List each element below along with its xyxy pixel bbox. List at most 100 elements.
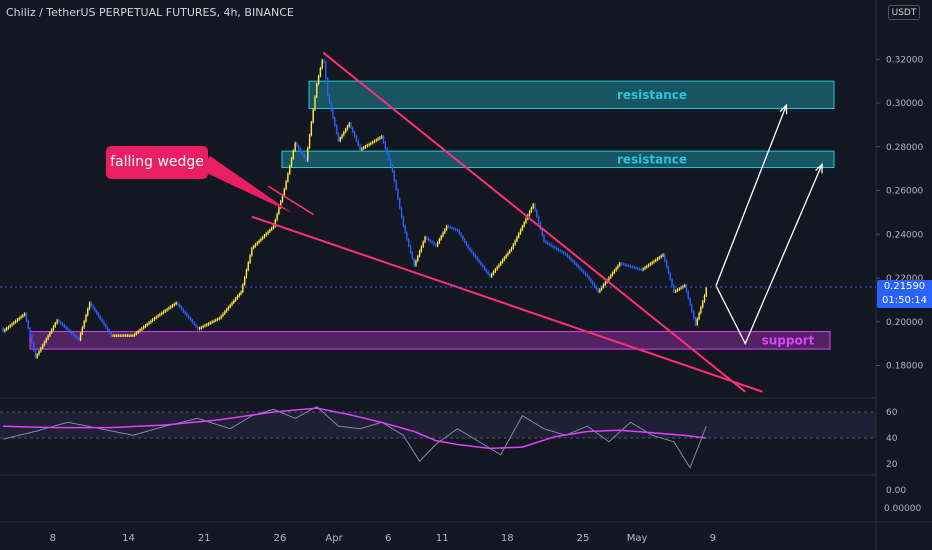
candle-body [218,318,221,320]
candle-body [644,267,646,269]
support-label: support [762,333,815,347]
candle-body [211,321,213,323]
candle-body [619,263,621,266]
candle-body [148,322,150,324]
candle-body [233,300,235,303]
candle-body [79,333,82,340]
price-tick-label: 0.22000 [886,274,923,284]
candle-body [326,78,329,95]
candle-body [610,275,612,278]
candle-body [371,141,374,144]
candle-body [642,268,644,270]
candle-body [453,228,455,230]
candle-body [216,318,219,320]
candle-body [465,242,468,246]
candle-body [168,307,170,310]
candle-body [103,321,105,325]
candle-body [45,338,47,342]
candle-body [386,148,388,154]
rsi-tick-label: 0.00 [886,486,906,496]
candle-body [548,243,551,245]
candle-body [157,315,159,317]
candle-body [402,217,405,227]
rsi-ma-line [2,407,707,450]
candle-body [474,255,477,258]
currency-badge[interactable]: USDT [888,5,920,20]
callout-pointer [267,185,314,216]
candle-body [362,147,365,149]
candle-body [545,241,547,243]
candle-body [519,229,522,234]
candle-body [69,330,71,332]
candle-body [404,226,406,233]
candle-body [20,316,22,319]
candle-body [514,240,516,245]
candle-body [144,325,147,327]
candle-body [633,267,635,269]
rsi-tick-label: 60 [886,408,898,418]
candle-body [637,268,639,270]
candle-body [328,94,331,103]
price-tick-label: 0.30000 [886,99,923,109]
time-tick-label: 11 [436,533,449,544]
candle-body [94,308,96,311]
candle-body [456,229,459,231]
candle-body [81,327,84,334]
candle-body [382,136,385,143]
rsi-tick-label: 40 [886,434,898,444]
candle-body [611,272,614,276]
candle-body [673,285,675,292]
candle-body [88,302,91,309]
candle-body [669,273,671,280]
candle-body [368,144,370,146]
price-tick-label: 0.18000 [886,362,923,372]
candle-body [638,268,641,270]
wedge-upper-line [322,51,746,393]
candle-body [604,282,607,285]
candle-body [649,263,652,265]
candle-body [292,150,295,159]
candle-body [656,258,659,260]
candle-body [532,204,534,208]
candle-body [312,109,314,123]
candle-body [550,244,552,246]
candle-body [150,320,152,323]
candle-body [236,296,239,299]
candle-body [588,276,590,280]
candle-body [509,250,511,253]
candle-body [207,323,210,325]
candle-body [698,312,700,319]
candle-body [525,218,527,223]
candle-body [281,195,284,202]
candle-body [308,135,311,148]
candle-body [285,181,287,189]
candle-body [337,133,340,141]
candle-body [49,332,51,336]
candle-body [454,229,457,231]
candle-body [85,315,87,322]
candle-body [390,159,392,166]
candle-body [590,279,592,282]
candle-body [655,259,657,261]
candle-body [13,322,15,324]
candle-body [83,321,85,328]
candle-body [159,314,161,316]
candle-body [622,263,625,265]
candle-body [133,334,136,336]
candle-body [256,242,258,245]
candle-body [601,287,603,290]
candle-body [151,319,154,321]
candle-body [34,350,37,358]
candle-body [25,313,28,321]
candle-body [584,272,587,275]
candle-body [399,198,401,208]
candle-body [186,313,188,316]
candle-body [335,125,338,134]
candle-body [5,328,8,330]
candle-body [112,335,114,337]
candle-body [52,326,55,330]
candle-body [350,123,352,128]
candle-body [299,148,302,152]
